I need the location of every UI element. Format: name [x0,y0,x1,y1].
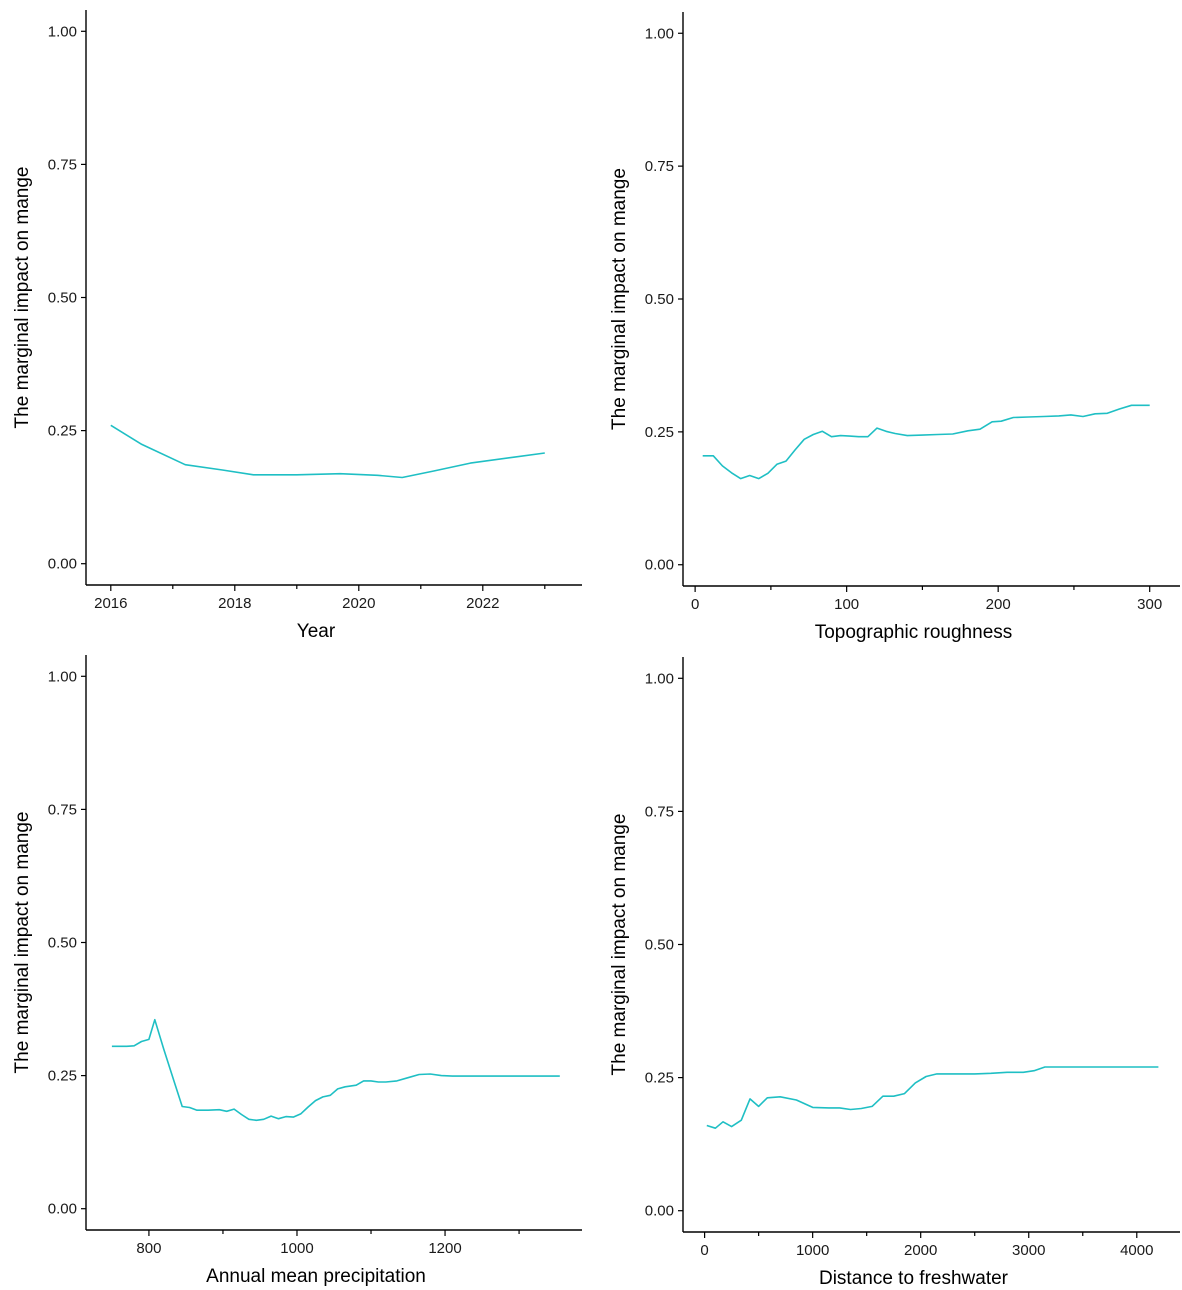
x-axis-title: Annual mean precipitation [206,1266,426,1287]
x-tick-label: 4000 [1120,1242,1153,1259]
y-axis-title: The marginal impact on mange [609,814,630,1076]
x-tick-label: 1000 [280,1240,313,1257]
y-tick-label: 1.00 [48,668,77,685]
x-tick-label: 200 [986,596,1011,613]
x-tick-label: 2000 [904,1242,937,1259]
x-tick-label: 800 [136,1240,161,1257]
series-line [111,1018,560,1122]
y-tick-label: 0.00 [645,557,674,574]
y-tick-label: 0.25 [645,1070,674,1087]
x-tick-label: 2020 [342,595,375,612]
y-tick-label: 0.50 [645,937,674,954]
y-tick-label: 0.00 [645,1203,674,1220]
series-line [702,404,1150,480]
panel-4: 0.00 0.25 0.50 0.75 1.00 0 1000 2000 3000 4000 Dis… [609,657,1180,1289]
x-tick-label: 2022 [466,595,499,612]
x-tick-label: 1000 [796,1242,829,1259]
y-tick-label: 0.75 [48,156,77,173]
y-axis-title: The marginal impact on mange [12,167,33,429]
x-tick-label: 300 [1137,596,1162,613]
x-tick-label: 100 [834,596,859,613]
x-tick-label: 2016 [94,595,127,612]
x-tick-label: 1200 [428,1240,461,1257]
x-axis-title: Topographic roughness [815,622,1013,643]
y-tick-label: 0.00 [48,556,77,573]
x-tick-label: 0 [700,1242,708,1259]
y-tick-label: 0.50 [48,290,77,307]
x-axis-title: Distance to freshwater [819,1268,1009,1289]
x-axis-title: Year [297,621,336,642]
y-tick-label: 0.75 [645,803,674,820]
y-tick-label: 0.25 [645,424,674,441]
y-tick-label: 0.75 [48,801,77,818]
x-tick-label: 0 [691,596,699,613]
y-tick-label: 1.00 [645,670,674,687]
y-tick-label: 0.50 [48,935,77,952]
y-axis-title: The marginal impact on mange [12,812,33,1074]
x-tick-label: 2018 [218,595,251,612]
y-tick-label: 0.00 [48,1201,77,1218]
y-tick-label: 0.25 [48,1068,77,1085]
x-tick-label: 3000 [1012,1242,1045,1259]
y-tick-label: 1.00 [645,25,674,42]
y-tick-label: 0.75 [645,158,674,175]
series-line [110,424,545,479]
y-tick-label: 1.00 [48,23,77,40]
panel-2: 0.00 0.25 0.50 0.75 1.00 0 100 200 300 Topographi… [609,12,1180,643]
y-tick-label: 0.25 [48,423,77,440]
y-axis-title: The marginal impact on mange [609,168,630,430]
panel-1: 0.00 0.25 0.50 0.75 1.00 2016 2018 2020 2022 Year… [12,10,582,642]
y-tick-label: 0.50 [645,291,674,308]
series-line [706,1066,1159,1129]
